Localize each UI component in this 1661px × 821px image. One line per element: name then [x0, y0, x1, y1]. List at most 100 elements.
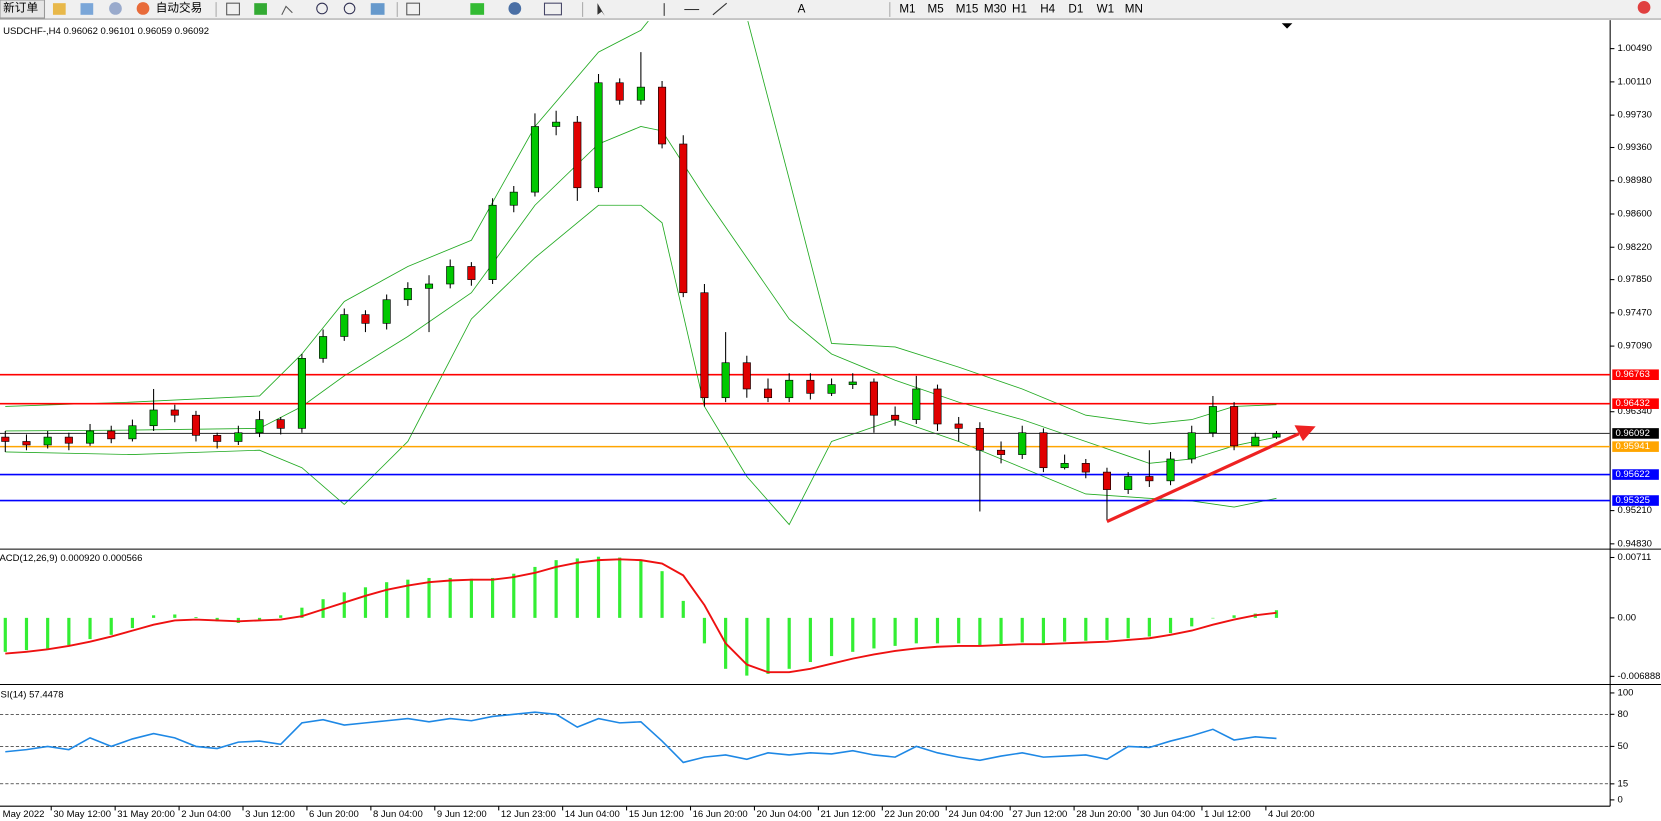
macd-bar [1190, 617, 1194, 627]
candle-body [22, 441, 31, 446]
candle-body [1018, 432, 1027, 455]
time-label: 28 Jun 20:00 [1076, 809, 1131, 820]
icon[interactable] [109, 2, 122, 15]
price-level-label: 0.95622 [1615, 469, 1649, 480]
macd-bar [554, 560, 558, 618]
cursor-icon[interactable] [597, 3, 605, 16]
timeframe-button[interactable]: D1 [1068, 3, 1083, 16]
macd-bar [279, 615, 283, 618]
candle-body [1251, 436, 1260, 447]
y-tick-label: 1.00110 [1618, 76, 1652, 87]
macd-bar [109, 617, 113, 635]
macd-pane [3, 556, 1279, 676]
candle-body [107, 430, 116, 440]
timeframe-button[interactable]: MN [1125, 3, 1143, 16]
timeframe-button[interactable]: M1 [899, 3, 915, 16]
macd-bar [24, 617, 29, 651]
y-tick-label: 0.98980 [1618, 175, 1652, 186]
price-level-tag [1612, 428, 1659, 439]
candle-body [742, 362, 751, 390]
zoom-in-icon[interactable] [316, 2, 328, 15]
timeframe-button[interactable]: W1 [1097, 3, 1114, 16]
macd-bar [575, 558, 579, 618]
y-tick-label: 0 [1618, 794, 1623, 805]
icon[interactable] [52, 3, 66, 15]
auto-trading-label[interactable]: 自动交易 [156, 1, 203, 15]
candle-body [530, 126, 539, 193]
candle-body [891, 414, 900, 420]
macd-bar [596, 556, 601, 618]
macd-bar [88, 617, 92, 640]
icon[interactable] [80, 3, 94, 15]
candle-body [1272, 433, 1281, 438]
price-level-tag [1612, 469, 1659, 480]
candle-body [170, 409, 179, 416]
rsi-pane [0, 711, 1611, 785]
text-icon[interactable]: A [798, 3, 806, 16]
candle-body [191, 414, 200, 436]
macd-bar [829, 617, 834, 657]
candle-body [912, 388, 921, 420]
trendline-icon[interactable] [712, 2, 728, 16]
timeframe-button[interactable]: M5 [928, 3, 944, 16]
time-label: 16 Jun 20:00 [693, 809, 748, 820]
price-level-tag [1612, 369, 1659, 381]
candle-body [848, 381, 857, 385]
icon[interactable] [508, 2, 522, 15]
y-tick-label: 50 [1618, 741, 1629, 752]
time-label: 8 Jun 04:00 [373, 809, 423, 820]
time-label: 30 Jun 04:00 [1140, 809, 1195, 820]
timeframe-button[interactable]: M30 [984, 3, 1007, 16]
icon[interactable] [370, 3, 385, 15]
time-label: 22 Jun 20:00 [884, 809, 939, 820]
macd-bar [1084, 617, 1088, 641]
icon[interactable] [470, 3, 485, 15]
candle-body [975, 428, 984, 451]
new-order-button[interactable] [0, 0, 46, 19]
time-label: 20 Jun 04:00 [757, 809, 812, 820]
rsi-line [5, 711, 1277, 764]
candle-body [361, 314, 370, 324]
macd-bar [702, 617, 707, 644]
candle-body [636, 86, 645, 101]
macd-bar [46, 617, 50, 649]
icon[interactable] [543, 2, 562, 16]
timeframe-button[interactable]: M15 [956, 3, 979, 16]
macd-bar [766, 617, 770, 674]
y-tick-label: 0.98220 [1618, 242, 1652, 253]
shift-marker [1281, 23, 1293, 29]
candle-body [869, 381, 878, 416]
macd-bar [130, 617, 135, 629]
candle-body [446, 266, 455, 285]
icon[interactable] [226, 2, 240, 16]
time-label: 6 Jun 20:00 [309, 809, 359, 820]
icon[interactable] [281, 5, 293, 16]
candle-body [658, 86, 667, 145]
arrow-head [1294, 425, 1316, 442]
notification-icon[interactable] [1637, 1, 1651, 14]
time-label: 3 Jun 12:00 [245, 809, 295, 820]
auto-trading-icon[interactable] [136, 2, 150, 15]
candle-body [954, 423, 963, 429]
icon[interactable] [406, 2, 421, 16]
time-label: 12 Jun 23:00 [501, 809, 556, 820]
icon[interactable] [254, 3, 267, 15]
candle-body [1145, 476, 1154, 482]
macd-bar [935, 617, 940, 644]
timeframe-button[interactable]: H4 [1040, 3, 1055, 16]
macd-bar [1020, 617, 1024, 643]
macd-bar [427, 577, 431, 618]
new-order-label[interactable]: 新订单 [3, 1, 38, 15]
macd-bar [406, 579, 410, 618]
macd-bar [893, 617, 897, 646]
candle-body [403, 288, 412, 301]
timeframe-button[interactable]: H1 [1012, 3, 1027, 16]
candle-body [43, 436, 52, 446]
candle-body [1102, 471, 1112, 490]
y-tick-label: 1.00490 [1618, 43, 1652, 54]
y-tick-label: 0.99730 [1618, 110, 1652, 121]
zoom-out-icon[interactable] [343, 2, 356, 15]
candle-body [467, 266, 476, 280]
macd-bar [681, 600, 685, 618]
